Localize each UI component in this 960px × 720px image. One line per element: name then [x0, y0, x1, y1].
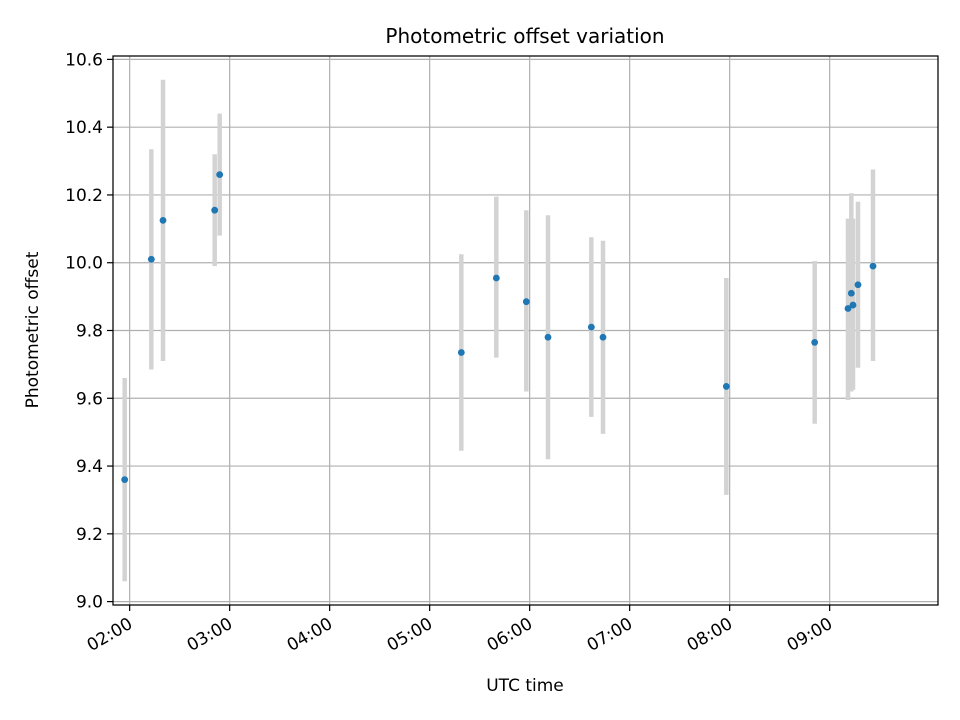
y-tick-label: 10.6 [65, 50, 103, 70]
y-tick-label: 9.4 [76, 457, 103, 477]
grid [113, 56, 938, 605]
data-points [121, 171, 877, 484]
data-point [847, 289, 855, 297]
data-point [722, 383, 730, 390]
x-axis-label: UTC time [486, 676, 564, 696]
y-tick-label: 9.2 [76, 525, 103, 545]
data-point [121, 476, 129, 484]
data-point [159, 216, 167, 224]
y-tick-label: 9.0 [76, 593, 103, 613]
data-point [587, 323, 595, 331]
data-point [811, 338, 819, 346]
data-point [216, 171, 224, 179]
data-point [492, 274, 500, 282]
chart-title: Photometric offset variation [385, 24, 664, 48]
data-point [147, 255, 155, 263]
y-axis: 9.0 9.2 9.4 9.6 9.8 10.0 10.2 10.4 10.6 [65, 50, 113, 613]
data-point [457, 349, 465, 356]
y-tick-label: 10.4 [65, 118, 103, 138]
y-tick-label: 9.6 [76, 389, 103, 409]
data-point [854, 281, 862, 289]
y-tick-label: 10.0 [65, 254, 103, 274]
data-point [844, 305, 852, 312]
data-point [211, 206, 219, 214]
data-point [522, 298, 530, 306]
data-point [869, 262, 877, 270]
data-point [599, 333, 607, 341]
y-tick-label: 9.8 [76, 322, 103, 342]
y-axis-label: Photometric offset [23, 251, 43, 408]
y-tick-label: 10.2 [65, 186, 103, 206]
data-point [544, 333, 552, 341]
data-point [849, 301, 857, 309]
